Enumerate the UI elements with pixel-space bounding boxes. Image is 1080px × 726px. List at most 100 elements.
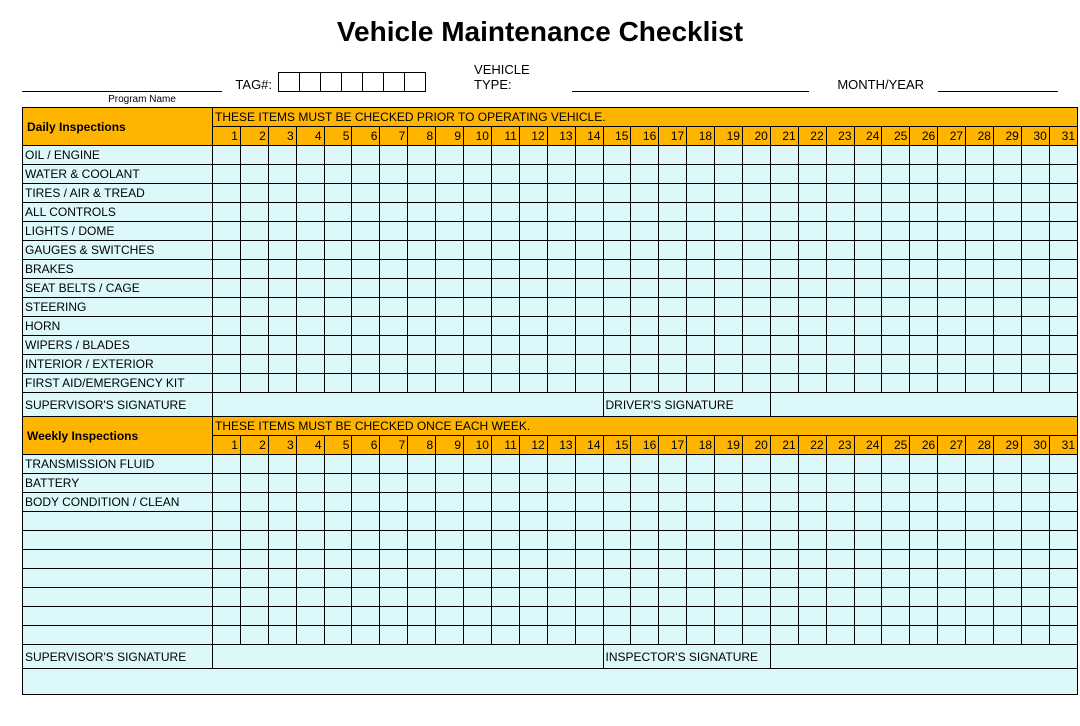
check-cell[interactable]: [715, 260, 743, 279]
check-cell[interactable]: [268, 317, 296, 336]
check-cell[interactable]: [519, 260, 547, 279]
check-cell[interactable]: [659, 607, 687, 626]
check-cell[interactable]: [742, 355, 770, 374]
check-cell[interactable]: [519, 317, 547, 336]
check-cell[interactable]: [938, 336, 966, 355]
check-cell[interactable]: [436, 512, 464, 531]
check-cell[interactable]: [966, 531, 994, 550]
check-cell[interactable]: [408, 222, 436, 241]
check-cell[interactable]: [826, 474, 854, 493]
check-cell[interactable]: [631, 531, 659, 550]
check-cell[interactable]: [715, 493, 743, 512]
check-cell[interactable]: [1021, 241, 1049, 260]
check-cell[interactable]: [547, 222, 575, 241]
check-cell[interactable]: [240, 355, 268, 374]
check-cell[interactable]: [910, 241, 938, 260]
check-cell[interactable]: [324, 222, 352, 241]
check-cell[interactable]: [882, 222, 910, 241]
check-cell[interactable]: [770, 474, 798, 493]
check-cell[interactable]: [268, 184, 296, 203]
check-cell[interactable]: [854, 355, 882, 374]
check-cell[interactable]: [742, 222, 770, 241]
check-cell[interactable]: [659, 146, 687, 165]
check-cell[interactable]: [352, 184, 380, 203]
check-cell[interactable]: [464, 355, 492, 374]
check-cell[interactable]: [993, 550, 1021, 569]
check-cell[interactable]: [882, 550, 910, 569]
check-cell[interactable]: [464, 474, 492, 493]
check-cell[interactable]: [910, 260, 938, 279]
check-cell[interactable]: [213, 455, 241, 474]
check-cell[interactable]: [1021, 298, 1049, 317]
check-cell[interactable]: [352, 222, 380, 241]
check-cell[interactable]: [324, 184, 352, 203]
check-cell[interactable]: [1021, 569, 1049, 588]
check-cell[interactable]: [547, 626, 575, 645]
check-cell[interactable]: [770, 455, 798, 474]
check-cell[interactable]: [324, 569, 352, 588]
check-cell[interactable]: [1049, 455, 1077, 474]
check-cell[interactable]: [240, 222, 268, 241]
check-cell[interactable]: [631, 512, 659, 531]
check-cell[interactable]: [966, 146, 994, 165]
check-cell[interactable]: [519, 588, 547, 607]
check-cell[interactable]: [491, 569, 519, 588]
check-cell[interactable]: [268, 512, 296, 531]
check-cell[interactable]: [603, 607, 631, 626]
check-cell[interactable]: [715, 550, 743, 569]
check-cell[interactable]: [436, 569, 464, 588]
check-cell[interactable]: [854, 569, 882, 588]
check-cell[interactable]: [938, 298, 966, 317]
check-cell[interactable]: [491, 455, 519, 474]
check-cell[interactable]: [993, 241, 1021, 260]
check-cell[interactable]: [240, 260, 268, 279]
check-cell[interactable]: [213, 260, 241, 279]
check-cell[interactable]: [687, 569, 715, 588]
check-cell[interactable]: [966, 455, 994, 474]
check-cell[interactable]: [575, 474, 603, 493]
check-cell[interactable]: [575, 222, 603, 241]
check-cell[interactable]: [519, 222, 547, 241]
check-cell[interactable]: [938, 165, 966, 184]
check-cell[interactable]: [575, 241, 603, 260]
check-cell[interactable]: [268, 493, 296, 512]
check-cell[interactable]: [1021, 317, 1049, 336]
check-cell[interactable]: [380, 317, 408, 336]
check-cell[interactable]: [882, 317, 910, 336]
check-cell[interactable]: [715, 146, 743, 165]
check-cell[interactable]: [687, 146, 715, 165]
check-cell[interactable]: [1021, 374, 1049, 393]
check-cell[interactable]: [547, 607, 575, 626]
check-cell[interactable]: [296, 222, 324, 241]
check-cell[interactable]: [491, 317, 519, 336]
check-cell[interactable]: [966, 222, 994, 241]
check-cell[interactable]: [213, 626, 241, 645]
check-cell[interactable]: [798, 317, 826, 336]
check-cell[interactable]: [575, 455, 603, 474]
check-cell[interactable]: [603, 626, 631, 645]
check-cell[interactable]: [352, 512, 380, 531]
check-cell[interactable]: [436, 203, 464, 222]
check-cell[interactable]: [798, 222, 826, 241]
inspector-sig-field[interactable]: [770, 645, 1077, 669]
check-cell[interactable]: [464, 279, 492, 298]
check-cell[interactable]: [854, 474, 882, 493]
check-cell[interactable]: [938, 260, 966, 279]
check-cell[interactable]: [770, 298, 798, 317]
check-cell[interactable]: [296, 260, 324, 279]
check-cell[interactable]: [687, 165, 715, 184]
check-cell[interactable]: [938, 146, 966, 165]
check-cell[interactable]: [742, 588, 770, 607]
tag-box[interactable]: [404, 72, 426, 92]
tag-box[interactable]: [341, 72, 363, 92]
check-cell[interactable]: [993, 279, 1021, 298]
check-cell[interactable]: [213, 184, 241, 203]
check-cell[interactable]: [240, 569, 268, 588]
check-cell[interactable]: [268, 279, 296, 298]
check-cell[interactable]: [324, 531, 352, 550]
check-cell[interactable]: [1049, 336, 1077, 355]
check-cell[interactable]: [742, 374, 770, 393]
check-cell[interactable]: [742, 146, 770, 165]
check-cell[interactable]: [631, 455, 659, 474]
check-cell[interactable]: [715, 455, 743, 474]
